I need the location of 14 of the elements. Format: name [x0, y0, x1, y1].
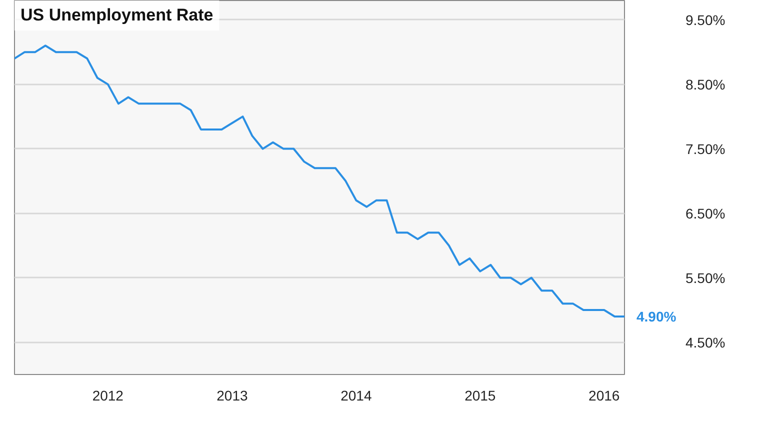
y-tick-label: 6.50% — [686, 205, 726, 222]
chart-title: US Unemployment Rate — [20, 6, 214, 24]
x-tick-label: 2015 — [464, 388, 496, 404]
y-tick-label: 5.50% — [686, 270, 726, 286]
y-tick-label: 7.50% — [686, 140, 726, 157]
x-tick-label: 2012 — [92, 388, 124, 404]
y-tick-label: 9.50% — [686, 12, 726, 28]
x-tick-label: 2016 — [588, 388, 620, 404]
line-series — [14, 44, 624, 318]
x-tick-label: 2014 — [340, 388, 372, 404]
y-tick-label: 4.50% — [686, 334, 726, 350]
annotation: 4.90% — [636, 308, 677, 324]
y-tick-label: 8.50% — [686, 76, 726, 92]
x-tick-label: 2013 — [216, 388, 248, 404]
